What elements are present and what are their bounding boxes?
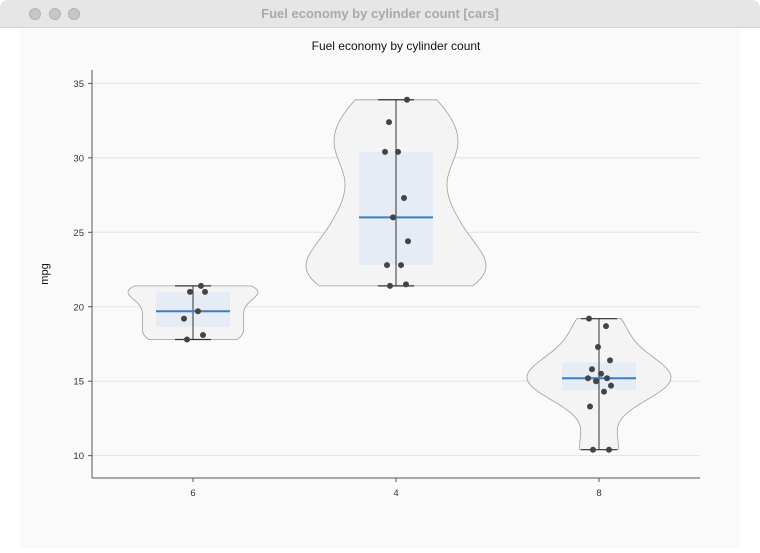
data-point <box>405 238 411 245</box>
data-point <box>198 282 204 289</box>
data-point <box>595 343 601 350</box>
data-point <box>590 446 596 453</box>
data-point <box>601 388 607 395</box>
data-point <box>181 315 187 322</box>
data-point <box>404 96 410 103</box>
data-point <box>184 336 190 343</box>
data-point <box>200 332 206 339</box>
data-point <box>587 403 593 410</box>
y-tick-label: 25 <box>73 228 84 239</box>
data-point <box>384 262 390 269</box>
data-point <box>593 378 599 385</box>
data-point <box>398 262 404 269</box>
data-point <box>586 315 592 322</box>
data-point <box>589 366 595 373</box>
data-point <box>585 375 591 382</box>
violin-group-8 <box>526 315 672 453</box>
data-point <box>401 195 407 202</box>
minimize-window-button[interactable] <box>49 8 61 20</box>
data-point <box>390 214 396 221</box>
y-tick-label: 15 <box>73 377 84 388</box>
data-point <box>598 370 604 377</box>
y-tick-label: 30 <box>73 153 84 164</box>
chart-title: Fuel economy by cylinder count <box>312 39 481 53</box>
data-point <box>603 323 609 330</box>
x-tick-label: 8 <box>596 488 601 499</box>
data-point <box>604 375 610 382</box>
data-point <box>403 281 409 288</box>
chart-canvas: Fuel economy by cylinder count 10 15 20 25 3… <box>20 28 740 548</box>
violin-group-4 <box>305 96 487 289</box>
data-point <box>387 282 393 289</box>
zoom-window-button[interactable] <box>68 8 80 20</box>
violin-chart: Fuel economy by cylinder count 10 15 20 25 3… <box>39 39 700 499</box>
data-point <box>606 446 612 453</box>
window-titlebar: Fuel economy by cylinder count [cars] <box>0 0 760 28</box>
y-tick-label: 10 <box>73 451 84 462</box>
data-point <box>607 357 613 364</box>
data-point <box>395 148 401 155</box>
data-point <box>386 119 392 126</box>
data-point <box>195 308 201 315</box>
x-tick-label: 4 <box>393 488 398 499</box>
y-axis-label: mpg <box>39 263 51 284</box>
x-tick-label: 6 <box>190 488 195 499</box>
close-window-button[interactable] <box>29 8 41 20</box>
data-point <box>382 148 388 155</box>
violin-group-6 <box>127 282 259 343</box>
data-point <box>202 288 208 295</box>
y-tick-label: 35 <box>73 79 84 90</box>
window-title: Fuel economy by cylinder count [cars] <box>261 6 499 21</box>
y-tick-label: 20 <box>73 302 84 313</box>
data-point <box>187 288 193 295</box>
data-point <box>608 382 614 389</box>
